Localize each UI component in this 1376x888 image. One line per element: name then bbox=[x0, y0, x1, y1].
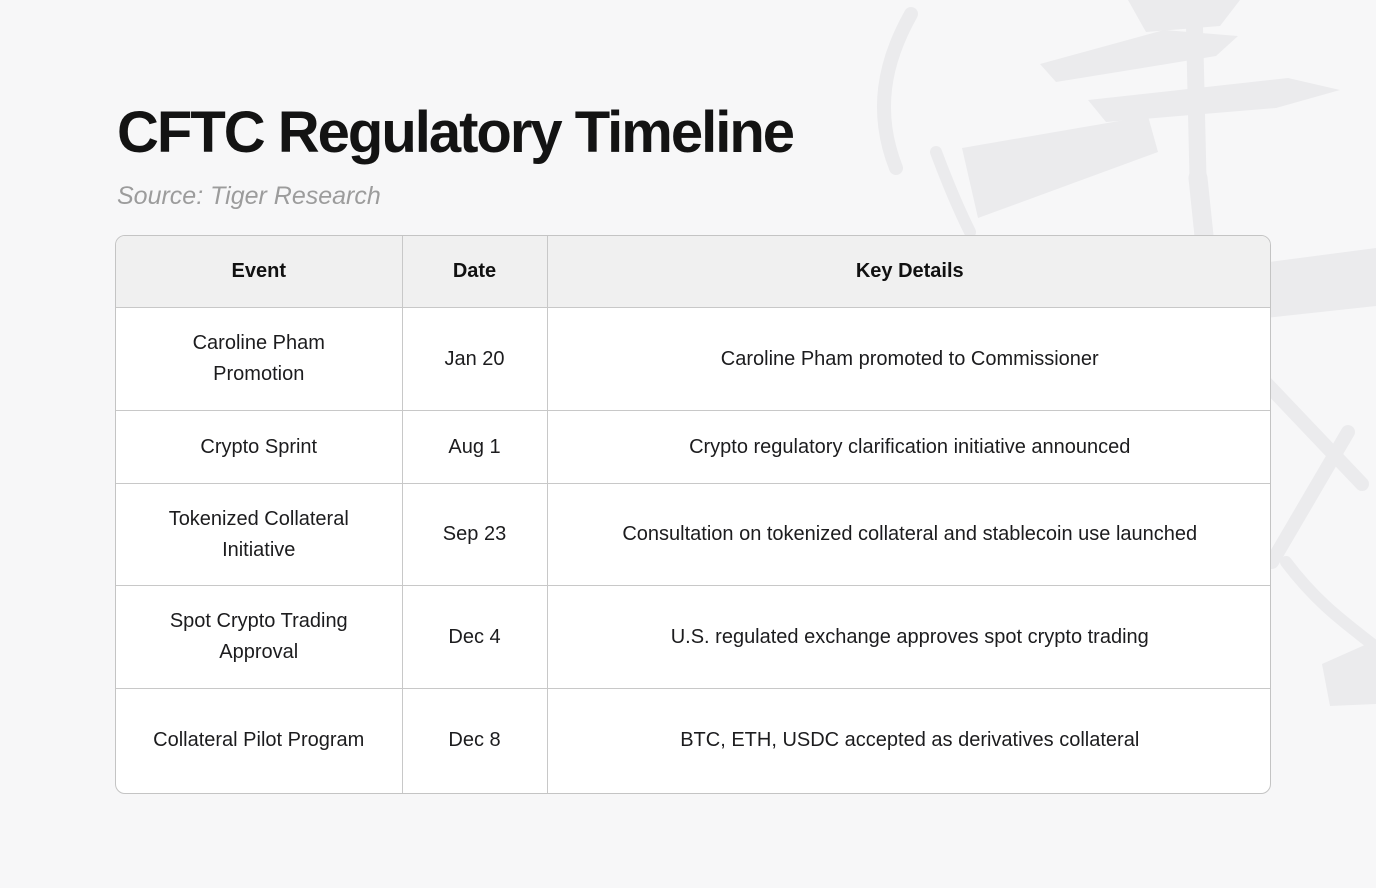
table-row: Spot Crypto Trading Approval Dec 4 U.S. … bbox=[116, 585, 1270, 689]
header-row: Event Date Key Details bbox=[116, 235, 1270, 308]
details-cell: Caroline Pham promoted to Commissioner bbox=[546, 307, 1270, 411]
infographic: CFTC Regulatory Timeline Source: Tiger R… bbox=[115, 100, 1271, 794]
event-cell: Tokenized Collateral Initiative bbox=[116, 483, 402, 586]
details-cell: U.S. regulated exchange approves spot cr… bbox=[546, 585, 1270, 689]
date-cell: Aug 1 bbox=[401, 410, 547, 484]
date-cell: Dec 4 bbox=[401, 585, 547, 689]
source-caption: Source: Tiger Research bbox=[117, 181, 381, 210]
column-header-date: Date bbox=[401, 235, 547, 308]
details-cell: Consultation on tokenized collateral and… bbox=[546, 483, 1270, 586]
event-cell: Spot Crypto Trading Approval bbox=[116, 585, 402, 689]
column-header-event: Event bbox=[116, 235, 402, 308]
event-cell: Caroline Pham Promotion bbox=[116, 307, 402, 411]
event-cell: Collateral Pilot Program bbox=[116, 688, 402, 793]
table-row: Collateral Pilot Program Dec 8 BTC, ETH,… bbox=[116, 688, 1270, 793]
timeline-table: Event Date Key Details Caroline Pham Pro… bbox=[116, 235, 1270, 793]
page-title: CFTC Regulatory Timeline bbox=[117, 100, 795, 165]
table-row: Crypto Sprint Aug 1 Crypto regulatory cl… bbox=[116, 410, 1270, 484]
date-cell: Sep 23 bbox=[401, 483, 547, 586]
table-row: Tokenized Collateral Initiative Sep 23 C… bbox=[116, 483, 1270, 586]
timeline-table-card: Event Date Key Details Caroline Pham Pro… bbox=[115, 234, 1271, 794]
table-row: Caroline Pham Promotion Jan 20 Caroline … bbox=[116, 307, 1270, 411]
column-header-key-details: Key Details bbox=[546, 235, 1270, 308]
details-cell: Crypto regulatory clarification initiati… bbox=[546, 410, 1270, 484]
date-cell: Jan 20 bbox=[401, 307, 547, 411]
date-cell: Dec 8 bbox=[401, 688, 547, 793]
details-cell: BTC, ETH, USDC accepted as derivatives c… bbox=[546, 688, 1270, 793]
event-cell: Crypto Sprint bbox=[116, 410, 402, 484]
